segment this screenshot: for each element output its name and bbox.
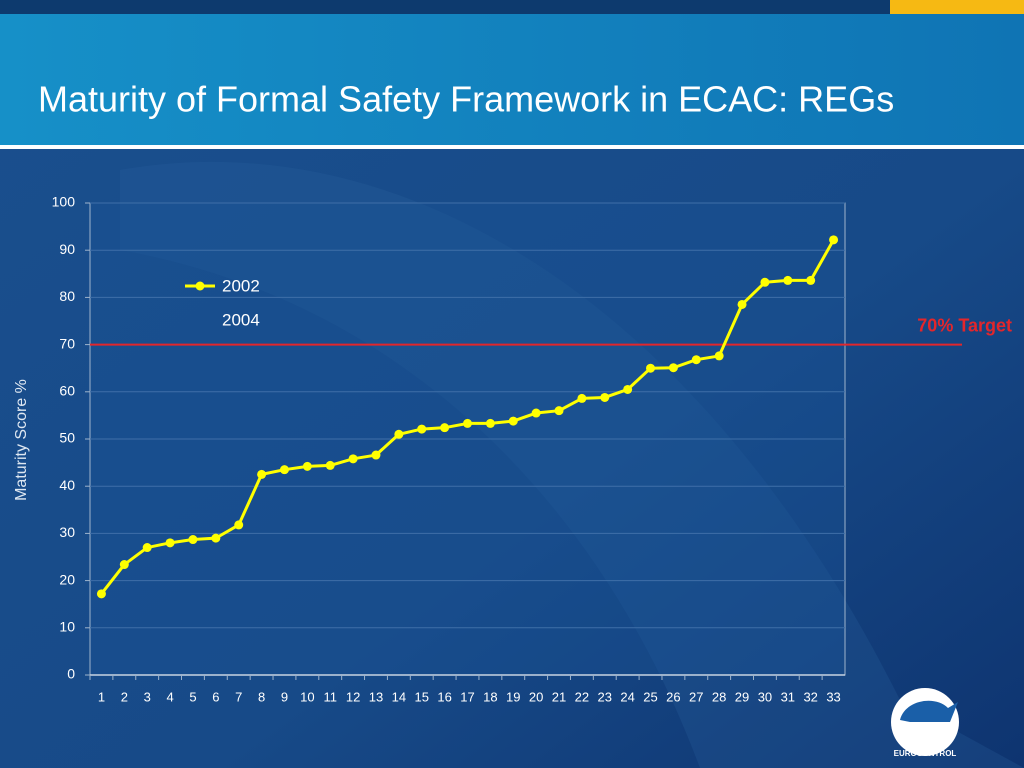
x-tick-label: 23 xyxy=(598,689,612,704)
decor-swoosh xyxy=(120,161,1024,768)
data-point xyxy=(806,275,816,285)
y-tick-label: 0 xyxy=(67,666,75,682)
data-point xyxy=(714,351,724,361)
data-point xyxy=(485,418,495,428)
legend-label: 2002 xyxy=(222,276,260,295)
y-tick-label: 30 xyxy=(59,524,75,540)
data-point xyxy=(257,469,267,479)
chart-title: Maturity of Formal Safety Framework in E… xyxy=(38,79,894,120)
x-tick-label: 8 xyxy=(258,689,265,704)
x-tick-label: 4 xyxy=(166,689,173,704)
data-point xyxy=(325,460,335,470)
data-point xyxy=(371,450,381,460)
top-strip xyxy=(0,0,1024,14)
data-point xyxy=(188,535,198,545)
legend-label: 2004 xyxy=(222,310,260,329)
data-point xyxy=(600,392,610,402)
data-point xyxy=(302,461,312,471)
x-tick-label: 17 xyxy=(460,689,474,704)
x-tick-label: 10 xyxy=(300,689,314,704)
y-tick-label: 50 xyxy=(59,430,75,446)
y-tick-label: 80 xyxy=(59,288,75,304)
y-tick-label: 100 xyxy=(52,194,76,210)
data-point xyxy=(737,299,747,309)
data-point xyxy=(623,384,633,394)
header-rule xyxy=(0,145,1024,149)
x-tick-label: 3 xyxy=(144,689,151,704)
logo-text: EUROCONTROL xyxy=(894,749,957,758)
x-tick-label: 18 xyxy=(483,689,497,704)
x-tick-label: 22 xyxy=(575,689,589,704)
accent-block xyxy=(890,0,1024,14)
x-tick-label: 24 xyxy=(620,689,634,704)
x-tick-label: 33 xyxy=(826,689,840,704)
data-point xyxy=(508,416,518,426)
data-point xyxy=(783,275,793,285)
x-tick-label: 15 xyxy=(415,689,429,704)
data-point xyxy=(463,418,472,428)
x-tick-label: 30 xyxy=(758,689,772,704)
x-tick-label: 20 xyxy=(529,689,543,704)
data-point xyxy=(165,538,175,548)
logo-mark xyxy=(900,700,958,722)
data-point xyxy=(760,277,770,287)
x-tick-label: 28 xyxy=(712,689,726,704)
data-point xyxy=(417,424,427,434)
x-tick-label: 5 xyxy=(189,689,196,704)
x-tick-label: 26 xyxy=(666,689,680,704)
x-tick-label: 27 xyxy=(689,689,703,704)
data-point xyxy=(668,363,678,373)
x-tick-label: 32 xyxy=(803,689,817,704)
x-tick-label: 11 xyxy=(323,689,337,704)
data-point xyxy=(211,533,221,543)
y-tick-label: 70 xyxy=(59,335,75,351)
x-tick-label: 12 xyxy=(346,689,360,704)
data-point xyxy=(440,423,450,433)
y-tick-label: 40 xyxy=(59,477,75,493)
data-point xyxy=(691,355,701,365)
y-axis-label: Maturity Score % xyxy=(13,379,30,501)
x-tick-label: 21 xyxy=(552,689,566,704)
data-point xyxy=(577,393,587,403)
data-point xyxy=(394,429,404,439)
header-band xyxy=(0,14,1024,145)
y-tick-label: 20 xyxy=(59,571,75,587)
y-tick-label: 10 xyxy=(59,619,75,635)
x-tick-label: 14 xyxy=(392,689,406,704)
x-tick-label: 9 xyxy=(281,689,288,704)
x-tick-label: 1 xyxy=(98,689,105,704)
y-tick-label: 90 xyxy=(59,241,75,257)
x-tick-label: 19 xyxy=(506,689,520,704)
x-tick-label: 31 xyxy=(781,689,795,704)
data-point xyxy=(829,235,839,245)
x-tick-label: 7 xyxy=(235,689,242,704)
x-tick-label: 13 xyxy=(369,689,383,704)
legend-marker xyxy=(195,281,205,291)
data-point xyxy=(119,560,129,570)
x-tick-label: 25 xyxy=(643,689,657,704)
data-point xyxy=(142,543,152,553)
x-tick-label: 6 xyxy=(212,689,219,704)
y-tick-label: 60 xyxy=(59,383,75,399)
data-point xyxy=(554,406,564,416)
data-point xyxy=(531,408,541,418)
target-label: 70% Target xyxy=(917,315,1012,335)
x-tick-label: 29 xyxy=(735,689,749,704)
data-point xyxy=(348,454,358,464)
x-tick-label: 16 xyxy=(437,689,451,704)
data-point xyxy=(646,363,656,373)
data-point xyxy=(96,589,106,599)
data-point xyxy=(234,520,244,530)
x-tick-label: 2 xyxy=(121,689,128,704)
data-point xyxy=(279,465,289,475)
